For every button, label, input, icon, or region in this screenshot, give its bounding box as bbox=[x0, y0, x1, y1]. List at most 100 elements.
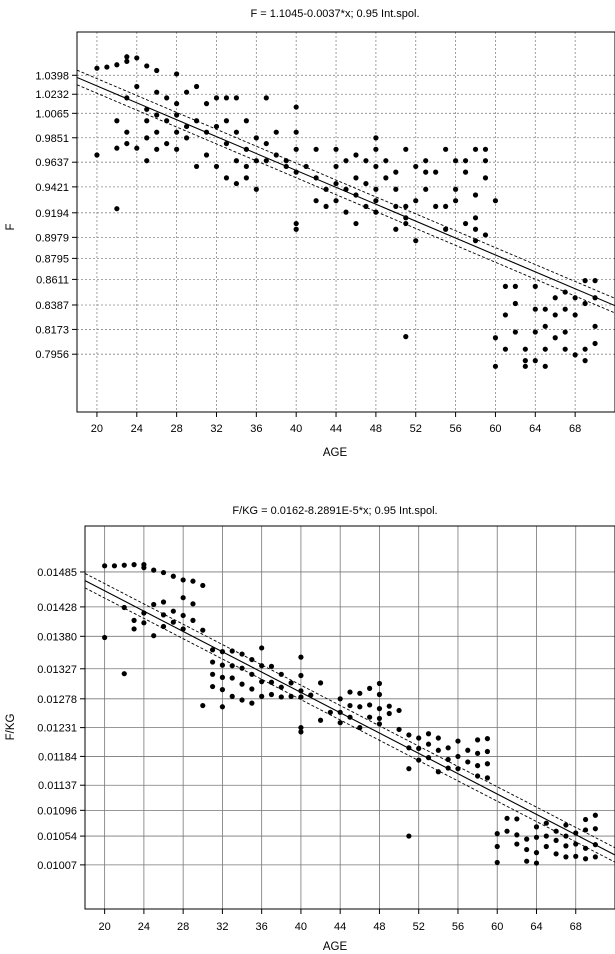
data-point bbox=[373, 135, 379, 141]
data-point bbox=[144, 63, 150, 69]
x-tick-label: 40 bbox=[295, 921, 307, 933]
data-point bbox=[552, 335, 558, 341]
data-point bbox=[164, 95, 170, 101]
data-point bbox=[213, 163, 220, 170]
data-point bbox=[582, 358, 588, 364]
plot-data-area bbox=[85, 562, 615, 866]
confidence-band-line bbox=[85, 587, 615, 863]
data-point bbox=[219, 704, 226, 710]
data-point bbox=[124, 58, 130, 64]
y-tick-label: 0.01327 bbox=[37, 664, 77, 676]
data-point bbox=[154, 67, 160, 74]
data-point bbox=[573, 853, 579, 859]
data-point bbox=[504, 828, 510, 834]
data-point bbox=[317, 717, 324, 723]
x-tick-label: 60 bbox=[489, 423, 501, 435]
data-point bbox=[524, 836, 530, 842]
data-point bbox=[114, 145, 120, 151]
data-point bbox=[572, 312, 578, 318]
data-point bbox=[474, 763, 481, 769]
data-point bbox=[333, 163, 339, 170]
data-point bbox=[563, 854, 569, 860]
data-point bbox=[393, 203, 399, 210]
data-point bbox=[114, 62, 120, 68]
y-tick-label: 0.9637 bbox=[35, 157, 69, 169]
data-point bbox=[373, 146, 379, 152]
x-tick-label: 20 bbox=[99, 921, 111, 933]
data-point bbox=[383, 175, 389, 181]
data-point bbox=[134, 55, 140, 61]
data-point bbox=[293, 129, 299, 135]
data-point bbox=[472, 226, 479, 232]
data-point bbox=[484, 775, 491, 781]
data-point bbox=[124, 129, 130, 135]
regression-lines bbox=[77, 69, 615, 314]
data-point bbox=[213, 123, 220, 130]
data-point bbox=[333, 198, 339, 204]
data-point bbox=[278, 684, 284, 690]
data-point bbox=[363, 180, 369, 187]
data-point bbox=[533, 834, 540, 840]
data-point bbox=[376, 706, 383, 712]
data-point bbox=[219, 662, 226, 668]
y-tick-label: 0.7956 bbox=[35, 349, 69, 361]
data-point bbox=[542, 323, 548, 329]
y-tick-label: 1.0232 bbox=[35, 89, 69, 101]
data-point bbox=[435, 747, 441, 753]
y-tick-label: 0.8387 bbox=[35, 300, 69, 312]
confidence-band-line bbox=[77, 69, 615, 299]
data-point bbox=[474, 750, 481, 756]
data-point bbox=[337, 720, 343, 726]
data-point bbox=[134, 83, 140, 90]
data-point bbox=[170, 619, 176, 625]
data-point bbox=[492, 363, 499, 369]
data-point bbox=[263, 140, 269, 147]
y-tick-label: 1.0398 bbox=[35, 70, 69, 82]
data-point bbox=[386, 710, 392, 717]
y-tick-label: 0.01184 bbox=[38, 751, 77, 763]
data-point bbox=[193, 163, 200, 170]
data-point bbox=[131, 617, 137, 623]
data-point bbox=[278, 694, 284, 700]
data-point bbox=[367, 702, 373, 708]
data-point bbox=[209, 647, 216, 653]
data-point bbox=[160, 599, 167, 605]
data-point bbox=[293, 220, 299, 227]
data-point bbox=[102, 563, 108, 569]
y-axis-label: F/KG bbox=[5, 714, 17, 741]
data-point bbox=[563, 833, 569, 839]
data-point bbox=[543, 820, 549, 826]
data-point bbox=[353, 175, 359, 181]
data-point bbox=[293, 226, 299, 232]
data-point bbox=[239, 697, 245, 703]
data-point bbox=[403, 334, 409, 340]
data-point bbox=[367, 685, 373, 691]
data-point bbox=[243, 163, 249, 170]
data-point bbox=[532, 306, 538, 312]
data-point bbox=[393, 169, 399, 175]
data-point bbox=[435, 735, 441, 741]
data-point bbox=[524, 846, 530, 853]
data-point bbox=[484, 736, 491, 742]
data-point bbox=[552, 312, 558, 318]
data-point bbox=[552, 295, 558, 301]
data-point bbox=[293, 146, 299, 152]
data-point bbox=[298, 654, 304, 660]
data-point bbox=[416, 735, 422, 741]
data-point bbox=[337, 696, 343, 702]
data-point bbox=[494, 831, 500, 837]
data-point bbox=[154, 146, 160, 152]
data-point bbox=[209, 659, 216, 665]
data-point bbox=[533, 850, 540, 856]
data-point bbox=[233, 158, 240, 164]
data-point bbox=[522, 346, 528, 352]
data-point bbox=[268, 679, 275, 685]
data-point bbox=[333, 180, 339, 187]
data-point bbox=[563, 843, 569, 849]
data-point bbox=[223, 140, 230, 147]
data-point bbox=[406, 732, 412, 738]
x-tick-label: 36 bbox=[256, 921, 268, 933]
x-tick-label: 36 bbox=[250, 423, 262, 435]
data-point bbox=[190, 601, 196, 607]
data-point bbox=[373, 163, 379, 170]
